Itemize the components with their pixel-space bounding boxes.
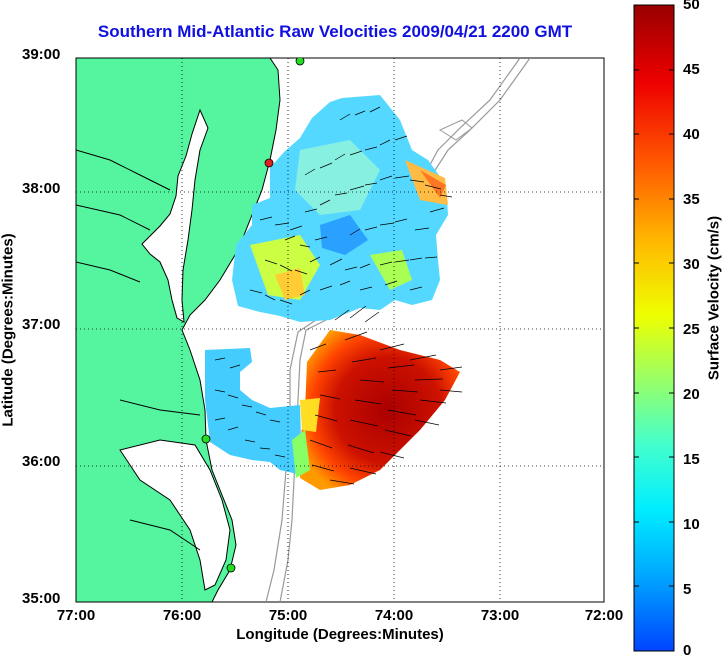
- map-title: Southern Mid-Atlantic Raw Velocities 200…: [97, 22, 573, 41]
- station-marker: [201, 434, 211, 444]
- y-tick-label: 35:00: [22, 590, 61, 607]
- colorbar-tick-label: 35: [683, 191, 700, 208]
- velocity-field-south: [205, 348, 302, 475]
- station-marker: [264, 158, 274, 168]
- colorbar-tick-label: 15: [683, 451, 700, 468]
- station-marker: [226, 563, 236, 573]
- colorbar-tick-label: 25: [683, 321, 700, 338]
- colorbar-tick-label: 40: [683, 126, 700, 143]
- y-tick-label: 39:00: [22, 46, 61, 63]
- station-marker: [295, 58, 305, 66]
- y-tick-label: 38:00: [22, 180, 61, 197]
- colorbar-tick-label: 50: [683, 0, 700, 13]
- x-tick-label: 76:00: [162, 607, 202, 624]
- colorbar-ticks: [634, 4, 674, 652]
- y-tick-label: 37:00: [22, 316, 61, 333]
- x-tick-label: 73:00: [480, 607, 520, 624]
- colorbar-tick-label: 45: [683, 61, 700, 78]
- x-axis-label: Longitude (Degrees:Minutes): [236, 626, 444, 643]
- velocity-vectors: [214, 106, 463, 485]
- x-tick-label: 75:00: [268, 607, 308, 624]
- colorbar-tick-label: 10: [683, 516, 700, 533]
- chesapeake-bay: [141, 108, 209, 323]
- colorbar: [633, 4, 675, 652]
- x-tick-label: 72:00: [584, 607, 624, 624]
- colorbar-tick-label: 0: [683, 642, 692, 659]
- colorbar-tick-label: 20: [683, 386, 700, 403]
- colorbar-tick-label: 30: [683, 256, 700, 273]
- x-tick-label: 74:00: [374, 607, 414, 624]
- colorbar-tick-label: 5: [683, 581, 692, 598]
- x-tick-label: 77:00: [56, 607, 96, 624]
- pamlico-sound: [119, 439, 231, 591]
- map-grid: [76, 58, 604, 602]
- y-tick-label: 36:00: [22, 453, 61, 470]
